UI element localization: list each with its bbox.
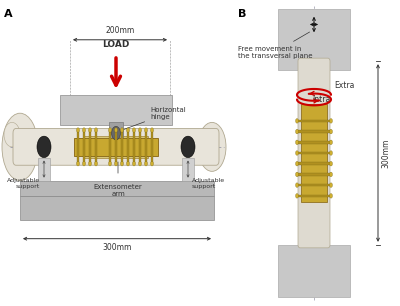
Text: LOAD: LOAD <box>102 40 130 49</box>
Circle shape <box>76 128 80 132</box>
Circle shape <box>82 162 86 166</box>
FancyBboxPatch shape <box>278 9 350 70</box>
Bar <box>127 130 129 164</box>
Bar <box>89 130 91 164</box>
Bar <box>151 130 153 164</box>
Circle shape <box>94 128 98 132</box>
Circle shape <box>88 128 92 132</box>
FancyBboxPatch shape <box>109 122 123 141</box>
Bar <box>297 141 331 144</box>
Bar <box>145 130 147 164</box>
Bar <box>297 195 331 197</box>
Circle shape <box>181 136 195 158</box>
Text: 200mm: 200mm <box>105 26 135 35</box>
Bar <box>297 162 331 165</box>
Bar <box>77 130 79 164</box>
Bar <box>297 152 331 154</box>
FancyBboxPatch shape <box>20 181 214 196</box>
Text: Horizontal
hinge: Horizontal hinge <box>121 107 186 131</box>
Circle shape <box>126 162 130 166</box>
FancyBboxPatch shape <box>20 196 214 220</box>
Circle shape <box>330 140 332 144</box>
Bar <box>139 130 141 164</box>
Circle shape <box>330 119 332 123</box>
Circle shape <box>94 162 98 166</box>
Circle shape <box>296 183 298 187</box>
Circle shape <box>112 126 120 140</box>
Circle shape <box>82 128 86 132</box>
Bar <box>95 130 97 164</box>
FancyBboxPatch shape <box>74 138 158 156</box>
Circle shape <box>150 162 154 166</box>
Circle shape <box>132 128 136 132</box>
Circle shape <box>150 128 154 132</box>
Circle shape <box>330 194 332 198</box>
Circle shape <box>296 119 298 123</box>
Circle shape <box>330 183 332 187</box>
Bar <box>297 120 331 122</box>
Text: Adjustable
support: Adjustable support <box>192 178 225 189</box>
FancyBboxPatch shape <box>298 58 330 248</box>
Ellipse shape <box>198 122 226 171</box>
FancyBboxPatch shape <box>38 158 50 181</box>
Circle shape <box>88 162 92 166</box>
Text: 300mm: 300mm <box>102 243 132 252</box>
Text: Intra: Intra <box>312 95 330 104</box>
Circle shape <box>120 162 124 166</box>
Circle shape <box>132 162 136 166</box>
Bar <box>84 136 148 158</box>
Circle shape <box>296 162 298 166</box>
Circle shape <box>114 128 118 132</box>
Circle shape <box>138 128 142 132</box>
FancyBboxPatch shape <box>60 95 172 125</box>
Bar <box>297 130 331 133</box>
Bar <box>302 116 326 190</box>
Ellipse shape <box>4 122 20 147</box>
Text: Extra: Extra <box>334 81 354 90</box>
Bar <box>115 130 117 164</box>
Circle shape <box>108 162 112 166</box>
Ellipse shape <box>2 113 38 181</box>
Bar <box>133 130 135 164</box>
Circle shape <box>138 162 142 166</box>
Circle shape <box>330 172 332 177</box>
Circle shape <box>144 162 148 166</box>
Circle shape <box>330 162 332 166</box>
Circle shape <box>296 140 298 144</box>
FancyBboxPatch shape <box>301 104 327 202</box>
Circle shape <box>114 162 118 166</box>
Circle shape <box>296 129 298 134</box>
Circle shape <box>296 172 298 177</box>
Text: Extensometer
arm: Extensometer arm <box>94 184 142 196</box>
Bar <box>109 130 111 164</box>
Bar <box>121 130 123 164</box>
Bar <box>83 130 85 164</box>
Bar <box>297 173 331 176</box>
Text: Adjustable
support: Adjustable support <box>7 178 40 189</box>
Circle shape <box>76 162 80 166</box>
Circle shape <box>120 128 124 132</box>
Circle shape <box>296 194 298 198</box>
Circle shape <box>126 128 130 132</box>
FancyBboxPatch shape <box>278 245 350 297</box>
Text: A: A <box>4 9 13 19</box>
Text: B: B <box>238 9 246 19</box>
Text: 300mm: 300mm <box>381 138 390 168</box>
Circle shape <box>108 128 112 132</box>
Circle shape <box>330 129 332 134</box>
Bar <box>297 184 331 186</box>
Circle shape <box>37 136 51 158</box>
Circle shape <box>330 151 332 155</box>
Text: Free movement in
the transversal plane: Free movement in the transversal plane <box>238 32 312 58</box>
Circle shape <box>296 151 298 155</box>
FancyBboxPatch shape <box>182 158 194 181</box>
Circle shape <box>144 128 148 132</box>
FancyBboxPatch shape <box>13 129 219 165</box>
